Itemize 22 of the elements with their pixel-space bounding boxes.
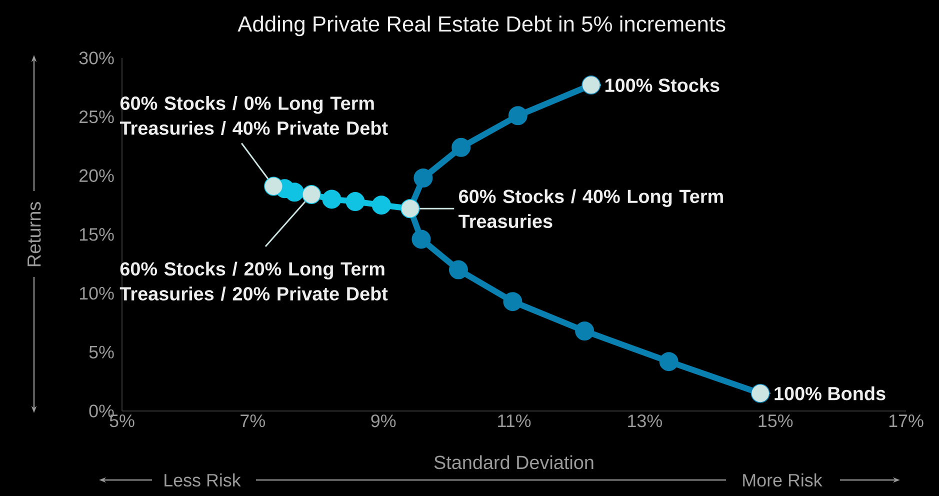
text: Less Risk [164, 473, 241, 487]
y-tick-label: 15% [80, 228, 114, 241]
annotation: 100% Bonds [774, 386, 886, 400]
x-tick-label: 17% [889, 414, 924, 428]
y-axis-title: Returns [28, 202, 41, 266]
x-tick-label: 7% [240, 414, 265, 428]
annotation: 60% Stocks / 0% Long Term Treasuries / 40% Private Debt [120, 96, 388, 136]
x-axis-title: Standard Deviation [434, 455, 594, 470]
annotation: 100% Stocks [605, 78, 720, 92]
annotation: 60% Stocks / 40% Long Term Treasuries [458, 189, 723, 228]
x-tick-label: 11% [498, 414, 531, 428]
text: More Risk [743, 473, 822, 487]
y-tick-label: 25% [79, 110, 114, 124]
x-tick-label: 9% [371, 414, 396, 428]
annotation: 60% Stocks / 20% Long Term Treasuries / 20% Private Debt [120, 262, 388, 301]
x-tick-label: 13% [628, 414, 662, 428]
chart-title: Adding Private Real Estate Debt in 5% increments [238, 16, 726, 36]
y-tick-label: 5% [89, 346, 114, 358]
y-tick-label: 10% [80, 286, 114, 300]
x-tick-label: 15% [758, 414, 793, 428]
y-tick-label: 30% [79, 52, 114, 64]
y-tick-label: 20% [79, 169, 114, 182]
